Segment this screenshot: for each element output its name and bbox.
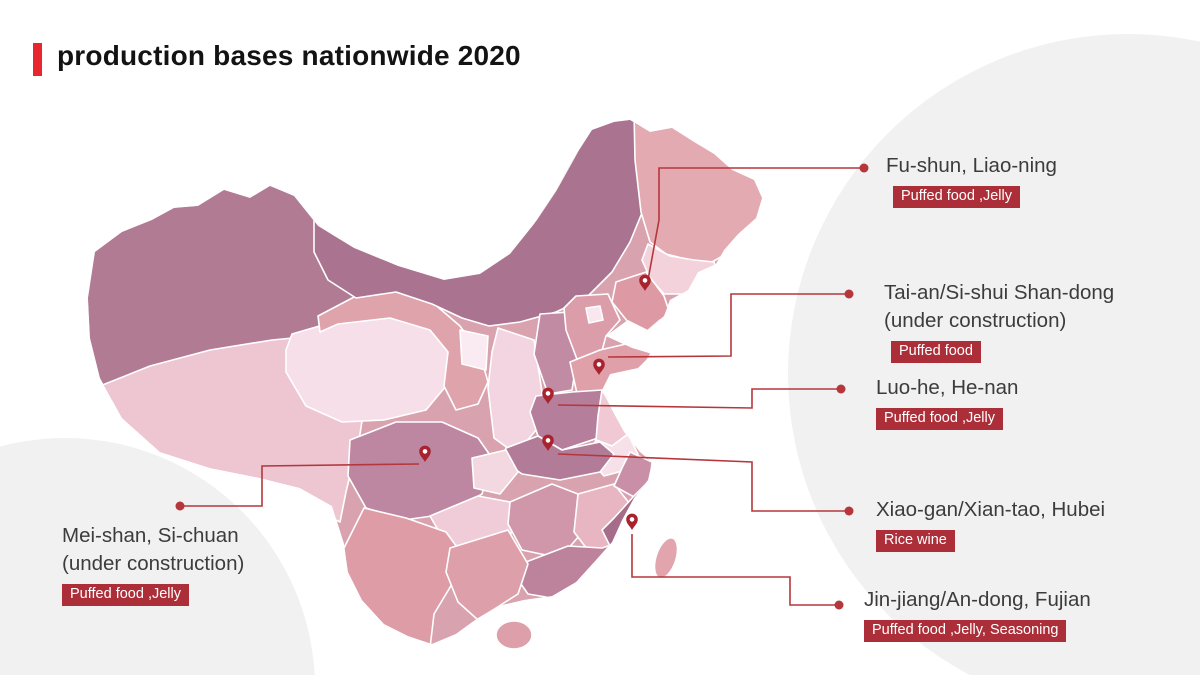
location-name-line2: (under construction): [884, 309, 1067, 332]
location-name: Jin-jiang/An-dong, Fujian: [864, 588, 1091, 611]
location-name-line2: (under construction): [62, 552, 245, 575]
province-chongqing: [471, 449, 519, 495]
province-hunan: [507, 483, 587, 559]
province-qinghai: [285, 315, 451, 423]
title-accent-bar: [33, 43, 42, 76]
connector-line: [557, 453, 849, 512]
location-products-badge: Puffed food ,Jelly: [876, 408, 1003, 430]
connector-line: [557, 388, 841, 409]
connector-line: [631, 534, 839, 606]
connector-dot: [859, 163, 869, 173]
location-products-badge: Rice wine: [876, 530, 955, 552]
connector-dot: [175, 501, 185, 511]
island-taiwan: [653, 536, 679, 580]
location-label-jinjiang: Jin-jiang/An-dong, Fujian Puffed food ,J…: [864, 586, 1091, 642]
province-beijing: [585, 305, 604, 324]
location-products-badge: Puffed food: [891, 341, 981, 363]
location-label-xiaogan: Xiao-gan/Xian-tao, Hubei Rice wine: [876, 496, 1105, 552]
connector-dot: [836, 384, 846, 394]
header: production bases nationwide 2020: [33, 40, 521, 76]
province-ningxia: [459, 329, 489, 371]
connector-line: [607, 293, 849, 358]
connector-lines: [180, 167, 864, 606]
location-label-meishan: Mei-shan, Si-chuan (under construction) …: [62, 522, 244, 606]
island-hainan: [495, 620, 533, 650]
page-title: production bases nationwide 2020: [57, 40, 521, 71]
location-name: Mei-shan, Si-chuan: [62, 524, 239, 547]
location-name: Xiao-gan/Xian-tao, Hubei: [876, 498, 1106, 521]
connector-dot: [834, 600, 844, 610]
location-name: Fu-shun, Liao-ning: [886, 154, 1057, 177]
map-pin-icon: [626, 513, 638, 530]
connector-dot: [844, 506, 854, 516]
location-label-taian: Tai-an/Si-shui Shan-dong (under construc…: [884, 279, 1114, 363]
connector-line: [180, 463, 420, 507]
location-products-badge: Puffed food ,Jelly: [893, 186, 1020, 208]
connector-dot: [844, 289, 854, 299]
location-name: Luo-he, He-nan: [876, 376, 1019, 399]
province-sichuan: [347, 421, 493, 521]
connector-line: [647, 167, 864, 281]
location-products-badge: Puffed food ,Jelly: [62, 584, 189, 606]
location-label-fushun: Fu-shun, Liao-ning Puffed food ,Jelly: [886, 152, 1057, 208]
location-label-luohe: Luo-he, He-nan Puffed food ,Jelly: [876, 374, 1018, 430]
connector-dots: [175, 163, 869, 610]
location-name: Tai-an/Si-shui Shan-dong: [884, 281, 1115, 304]
location-products-badge: Puffed food ,Jelly, Seasoning: [864, 620, 1067, 642]
province-layer: [88, 120, 762, 644]
